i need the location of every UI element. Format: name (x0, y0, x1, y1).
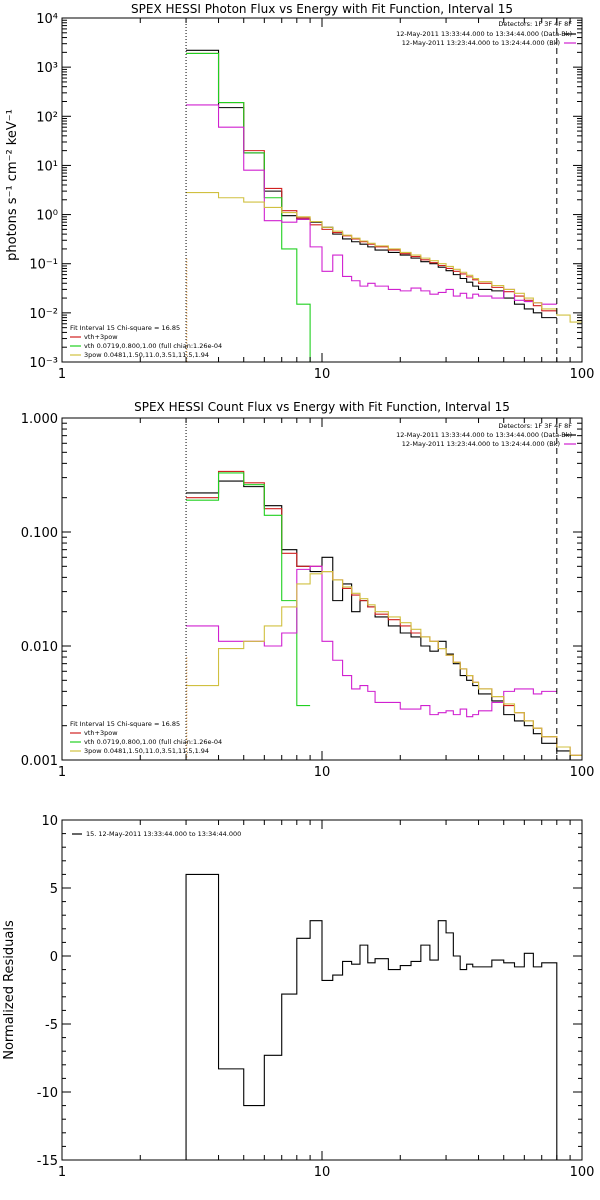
count-flux-y-tick-label: 0.001 (21, 754, 58, 769)
photon-flux-series-line (186, 49, 557, 319)
count-flux-fit-legend-line: 3pow 0.0481,1.50,11.0,3.51,11.5,1.94 (84, 747, 209, 755)
photon-flux-plot: 1 10 100 10⁻³ 10⁻² 10⁻¹ 10⁰ 10¹ 10² 10³ 10⁴ (29, 12, 594, 382)
count-flux-fit-legend-line: Fit Interval 15 Chi-square = 16.85 (70, 720, 180, 728)
photon-flux-series-line (186, 104, 557, 305)
photon-flux-series-line (186, 192, 582, 323)
photon-flux-header-line: Detectors: 1F 3F 4F 8F (498, 20, 572, 28)
count-flux-header: Detectors: 1F 3F 4F 8F 12-May-2011 13:33… (396, 422, 572, 448)
photon-flux-y-tick-label: 10⁴ (36, 12, 58, 27)
photon-flux-y-tick-label: 10⁰ (36, 209, 58, 224)
photon-flux-series-line (186, 52, 557, 312)
photon-flux-ylabel: photons s⁻¹ cm⁻² keV⁻¹ (5, 109, 20, 261)
count-flux-header-line: Detectors: 1F 3F 4F 8F (498, 422, 572, 430)
photon-flux-y-tick-label: 10⁻² (29, 307, 58, 322)
count-flux-panel: SPEX HESSI Count Flux vs Energy with Fit… (21, 400, 595, 780)
residuals-plot: 1 10 100 -15 -10 -5 0 5 10 (37, 814, 595, 1180)
residuals-x-tick-label: 100 (570, 1165, 595, 1180)
residuals-y-tick-label: -10 (37, 1086, 58, 1101)
count-flux-fit-legend-line: vth+3pow (84, 729, 118, 737)
photon-flux-header-line: 12-May-2011 13:33:44.000 to 13:34:44.000… (396, 30, 572, 38)
count-flux-y-tick-label: 1.000 (21, 412, 58, 427)
count-flux-y-tick-label: 0.100 (21, 526, 58, 541)
count-flux-x-tick-label: 100 (570, 765, 595, 780)
residuals-x-tick-label: 10 (314, 1165, 331, 1180)
photon-flux-frame (61, 17, 583, 363)
residuals-y-tick-label: 0 (50, 950, 58, 965)
residuals-y-tick-label: 5 (50, 882, 58, 897)
photon-flux-series-line (186, 52, 311, 362)
count-flux-series-group (186, 470, 582, 760)
count-flux-fit-legend: Fit Interval 15 Chi-square = 16.85 vth+3… (70, 720, 222, 755)
photon-flux-x-tick-label: 10 (314, 367, 331, 382)
count-flux-header-line: 12-May-2011 13:33:44.000 to 13:34:44.000… (396, 431, 572, 439)
residuals-series-group (185, 873, 558, 1160)
residuals-legend: 15. 12-May-2011 13:33:44.000 to 13:34:44… (86, 830, 241, 838)
count-flux-series-line (186, 472, 311, 707)
count-flux-series-line (186, 570, 582, 756)
photon-flux-x-tick-label: 1 (58, 367, 66, 382)
count-flux-series-line (186, 565, 557, 718)
photon-flux-y-tick-label: 10⁻¹ (29, 258, 58, 273)
photon-flux-series-group (186, 49, 582, 362)
residuals-y-tick-label: 10 (41, 814, 58, 829)
photon-flux-fit-legend-line: vth+3pow (84, 333, 118, 341)
photon-flux-fit-legend-line: 3pow 0.0481,1.50,11.0,3.51,11.5,1.94 (84, 351, 209, 359)
residuals-y-tick-label: -15 (37, 1154, 58, 1169)
photon-flux-panel: SPEX HESSI Photon Flux vs Energy with Fi… (5, 2, 594, 382)
count-flux-header-line: 12-May-2011 13:23:44.000 to 13:24:44.000… (402, 440, 560, 448)
count-flux-y-tick-label: 0.010 (21, 640, 58, 655)
residuals-y-tick-label: -5 (45, 1018, 58, 1033)
photon-flux-header-line: 12-May-2011 13:23:44.000 to 13:24:44.000… (402, 39, 560, 47)
photon-flux-header: Detectors: 1F 3F 4F 8F 12-May-2011 13:33… (396, 20, 572, 47)
count-flux-fit-legend-line: vth 0.0719,0.800,1.00 (full chian:1.26e-… (84, 738, 222, 746)
count-flux-title: SPEX HESSI Count Flux vs Energy with Fit… (134, 400, 510, 414)
photon-flux-x-tick-label: 100 (570, 367, 595, 382)
photon-flux-y-tick-label: 10² (36, 110, 58, 125)
residuals-ylabel: Normalized Residuals (2, 920, 17, 1060)
photon-flux-fit-legend-line: vth 0.0719,0.800,1.00 (full chian:1.26e-… (84, 342, 222, 350)
residuals-series-line (185, 873, 558, 1160)
photon-flux-fit-legend: Fit Interval 15 Chi-square = 16.85 vth+3… (70, 324, 222, 359)
residuals-panel: Normalized Residuals 1 10 100-15-10-50510 … (2, 814, 594, 1180)
photon-flux-title: SPEX HESSI Photon Flux vs Energy with Fi… (131, 2, 513, 16)
photon-flux-y-tick-label: 10³ (36, 61, 58, 76)
photon-flux-y-tick-label: 10¹ (36, 159, 58, 174)
residuals-frame (61, 819, 583, 1161)
count-flux-x-tick-label: 1 (58, 765, 66, 780)
photon-flux-fit-legend-line: Fit Interval 15 Chi-square = 16.85 (70, 324, 180, 332)
photon-flux-y-tick-label: 10⁻³ (29, 356, 58, 371)
count-flux-x-tick-label: 10 (314, 765, 331, 780)
count-flux-plot: 1 10 100 0.001 0.010 0.100 1.000 (21, 412, 595, 780)
count-flux-series-line (186, 480, 582, 760)
residuals-x-tick-label: 1 (58, 1165, 66, 1180)
